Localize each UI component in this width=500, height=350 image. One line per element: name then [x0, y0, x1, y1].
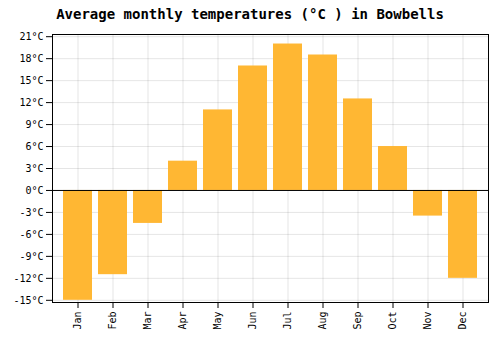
- svg-text:6°C: 6°C: [25, 141, 43, 152]
- svg-text:15°C: 15°C: [19, 75, 43, 86]
- svg-text:Jul: Jul: [282, 312, 293, 330]
- svg-text:-15°C: -15°C: [13, 295, 43, 306]
- svg-text:Sep: Sep: [352, 312, 363, 330]
- svg-text:0°C: 0°C: [25, 185, 43, 196]
- svg-text:May: May: [212, 312, 223, 330]
- svg-text:Dec: Dec: [457, 312, 468, 330]
- svg-text:-9°C: -9°C: [19, 251, 43, 262]
- svg-text:-6°C: -6°C: [19, 229, 43, 240]
- svg-text:Apr: Apr: [177, 312, 188, 330]
- svg-text:Jan: Jan: [72, 312, 83, 330]
- svg-text:-12°C: -12°C: [13, 273, 43, 284]
- svg-text:9°C: 9°C: [25, 119, 43, 130]
- html-text:Average monthly temperatures (: Average monthly temperatures (°C ) in Bo…: [56, 6, 444, 22]
- svg-text:12°C: 12°C: [19, 97, 43, 108]
- svg-text:Oct: Oct: [387, 312, 398, 330]
- svg-text:3°C: 3°C: [25, 163, 43, 174]
- svg-text:Nov: Nov: [422, 312, 433, 330]
- svg-text:Feb: Feb: [107, 312, 118, 330]
- svg-text:-3°C: -3°C: [19, 207, 43, 218]
- svg-text:18°C: 18°C: [19, 53, 43, 64]
- svg-text:Mar: Mar: [142, 312, 153, 330]
- svg-text:21°C: 21°C: [19, 31, 43, 42]
- svg-text:Jun: Jun: [247, 312, 258, 330]
- svg-text:Aug: Aug: [317, 312, 328, 330]
